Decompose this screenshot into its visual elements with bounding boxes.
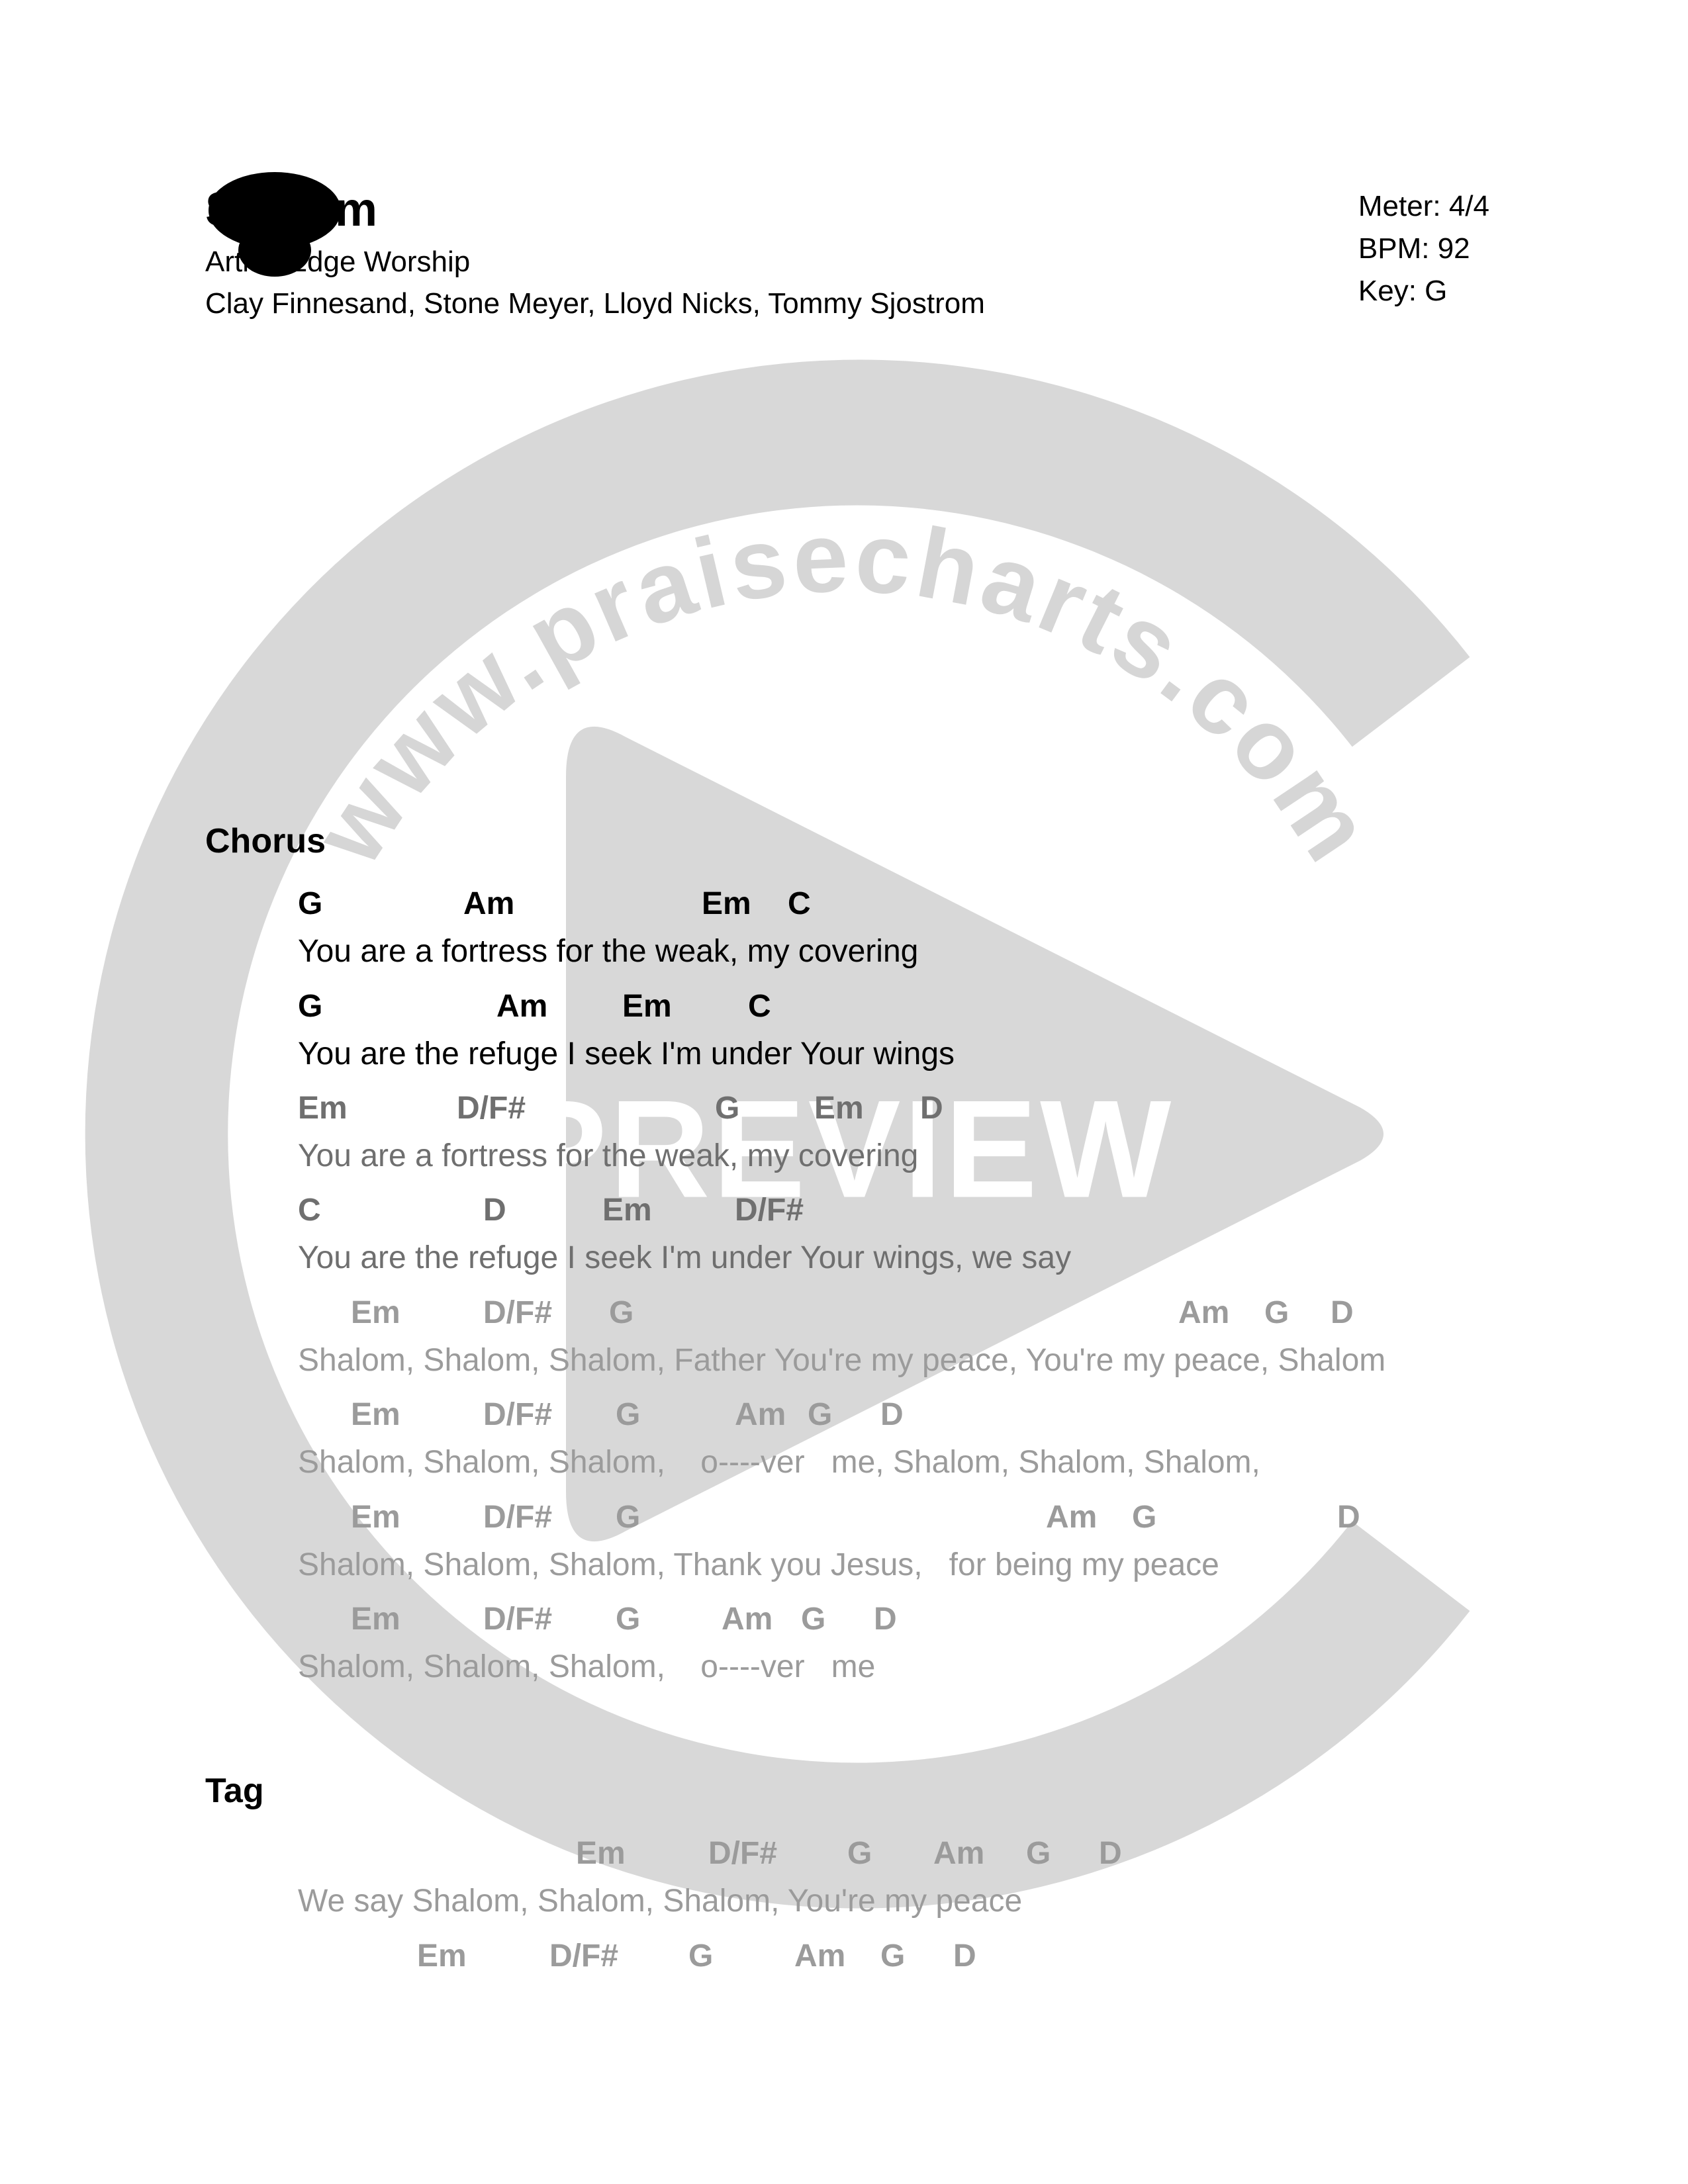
chord: G xyxy=(808,1390,832,1439)
chord: Em xyxy=(351,1390,400,1439)
page: www.praisecharts.com PREVIEW Shalom Arti… xyxy=(0,0,1688,2184)
header-left: Shalom Artist: Edge Worship Clay Finnesa… xyxy=(205,185,985,325)
line: Em D/F# G Em DYou are a fortress for the wea… xyxy=(298,1084,1489,1181)
chord: Am xyxy=(496,982,547,1031)
song-body: ChorusGAmEmCYou are a fortress for the w… xyxy=(205,821,1489,1979)
chord: Em xyxy=(351,1493,400,1542)
chord: G xyxy=(847,1829,872,1878)
chord: Am xyxy=(794,1932,845,1981)
chord: Am xyxy=(735,1390,786,1439)
chord: Em xyxy=(417,1932,467,1981)
line: EmD/F#GAmGDWe say Shalom, Shalom, Shalom… xyxy=(298,1829,1489,1926)
chord-row: EmD/F#GAmGD xyxy=(298,1829,1489,1877)
lyric-row: Shalom, Shalom, Shalom, Thank you Jesus,… xyxy=(298,1541,1489,1590)
chord: Am xyxy=(722,1595,773,1644)
chord: D xyxy=(1331,1289,1354,1338)
meta-key: Key: G xyxy=(1358,270,1489,312)
chord: C xyxy=(298,1186,321,1235)
chord: Em xyxy=(622,982,672,1031)
chord: Am xyxy=(1046,1493,1097,1542)
header: Shalom Artist: Edge Worship Clay Finnesa… xyxy=(205,185,1489,325)
line: C D Em D/F#You are the refuge I seek I'm un… xyxy=(298,1186,1489,1283)
chord: D xyxy=(483,1186,506,1235)
chord: D/F# xyxy=(483,1595,552,1644)
chord: G xyxy=(609,1289,633,1338)
chord: D xyxy=(880,1390,904,1439)
chord-row: EmD/F#GAmGD xyxy=(298,1289,1489,1336)
chord-row: EmD/F#GAmGD xyxy=(298,1595,1489,1643)
chord: Em xyxy=(602,1186,652,1235)
line: G Am Em CYou are a fortress for the weak, m… xyxy=(298,880,1489,976)
lyric-row: Shalom, Shalom, Shalom, o----ver me xyxy=(298,1643,1489,1692)
chord: Em xyxy=(702,880,751,929)
lyric-row: You are the refuge I seek I'm under Your… xyxy=(298,1234,1489,1283)
chord: C xyxy=(788,880,811,929)
chord: G xyxy=(616,1390,640,1439)
chord: Am xyxy=(463,880,514,929)
chord-row: EmD/F#GAmGD xyxy=(298,1932,1489,1979)
chord: G xyxy=(298,880,322,929)
chord: G xyxy=(801,1595,825,1644)
content: Shalom Artist: Edge Worship Clay Finnesa… xyxy=(205,185,1489,1979)
chord: D/F# xyxy=(483,1493,552,1542)
chord: D/F# xyxy=(708,1829,777,1878)
section: TagEmD/F#GAmGDWe say Shalom, Shalom, Sha… xyxy=(205,1771,1489,1979)
chord: Em xyxy=(298,1084,348,1133)
chord: Em xyxy=(576,1829,626,1878)
chord: G xyxy=(616,1493,640,1542)
chord: Am xyxy=(933,1829,984,1878)
meta-meter: Meter: 4/4 xyxy=(1358,185,1489,228)
header-right: Meter: 4/4 BPM: 92 Key: G xyxy=(1358,185,1489,312)
chord: D xyxy=(1337,1493,1360,1542)
section-label: Tag xyxy=(205,1771,1489,1811)
chord: G xyxy=(1026,1829,1051,1878)
lyric-row: You are the refuge I seek I'm under Your… xyxy=(298,1030,1489,1079)
chord: D/F# xyxy=(483,1390,552,1439)
chord-row: Em D/F# G Am G D xyxy=(298,1493,1489,1541)
chord-row: G Am Em C xyxy=(298,982,1489,1030)
chord: Am xyxy=(1178,1289,1229,1338)
line: EmD/F#GAmGDShalom, Shalom, Shalom, o----… xyxy=(298,1390,1489,1487)
chord-row: G Am Em C xyxy=(298,880,1489,927)
chord: G xyxy=(616,1595,640,1644)
chord: G xyxy=(688,1932,713,1981)
chord-row: C D Em D/F# xyxy=(298,1186,1489,1234)
chord: D xyxy=(874,1595,897,1644)
line: EmD/F#GAmGD xyxy=(298,1932,1489,1979)
chord-row: EmD/F#GAmGD xyxy=(298,1390,1489,1438)
lyric-row: You are a fortress for the weak, my cove… xyxy=(298,1132,1489,1181)
lyric-row: You are a fortress for the weak, my cove… xyxy=(298,927,1489,976)
chord: G xyxy=(880,1932,905,1981)
chord: D/F# xyxy=(483,1289,552,1338)
lyric-row: Shalom, Shalom, Shalom, o----ver me, Sha… xyxy=(298,1438,1489,1487)
chord: D/F# xyxy=(735,1186,804,1235)
chord: D xyxy=(953,1932,976,1981)
chord: D/F# xyxy=(549,1932,618,1981)
chord: G xyxy=(1132,1493,1156,1542)
line: EmD/F#GAmGDShalom, Shalom, Shalom, o----… xyxy=(298,1595,1489,1692)
meta-bpm: BPM: 92 xyxy=(1358,228,1489,270)
chord: Em xyxy=(351,1289,400,1338)
artist-line: Artist: Edge Worship xyxy=(205,241,985,283)
section-label: Chorus xyxy=(205,821,1489,861)
chord: D xyxy=(920,1084,943,1133)
section: ChorusGAmEmCYou are a fortress for the w… xyxy=(205,821,1489,1692)
chord: Em xyxy=(814,1084,864,1133)
chord: Em xyxy=(351,1595,400,1644)
chord: G xyxy=(1264,1289,1289,1338)
chord-row: Em D/F# G Em D xyxy=(298,1084,1489,1132)
lyric-row: We say Shalom, Shalom, Shalom, You're my… xyxy=(298,1877,1489,1926)
line: G Am Em CYou are the refuge I seek I'm unde… xyxy=(298,982,1489,1079)
chord: G xyxy=(298,982,322,1031)
line: Em D/F# G Am G DShalom, Shalom, Shalom, Thank… xyxy=(298,1493,1489,1590)
line: EmD/F#GAmGDShalom, Shalom, Shalom, Fathe… xyxy=(298,1289,1489,1385)
chord: G xyxy=(715,1084,739,1133)
lyric-row: Shalom, Shalom, Shalom, Father You're my… xyxy=(298,1336,1489,1385)
chord: C xyxy=(748,982,771,1031)
song-title: Shalom xyxy=(205,185,985,236)
writers-line: Clay Finnesand, Stone Meyer, Lloyd Nicks… xyxy=(205,283,985,325)
chord: D/F# xyxy=(457,1084,526,1133)
chord: D xyxy=(1099,1829,1122,1878)
